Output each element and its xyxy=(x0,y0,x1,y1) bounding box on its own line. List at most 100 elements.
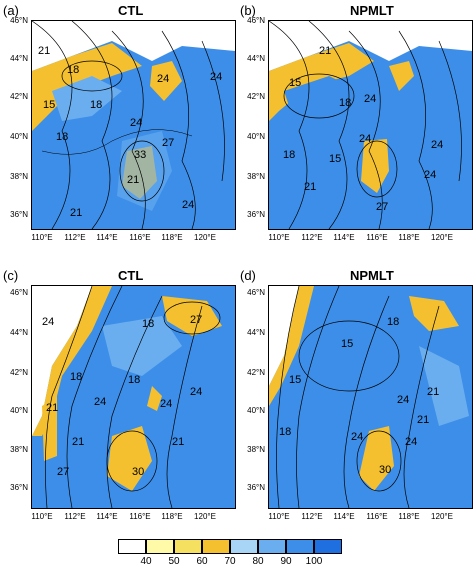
panel-label: (a) xyxy=(3,3,19,18)
contour-label: 30 xyxy=(132,466,145,478)
contour-label: 21 xyxy=(46,402,59,414)
x-tick-label: 118°E xyxy=(398,512,420,521)
contour-label: 21 xyxy=(127,174,140,186)
y-tick-label: 42°N xyxy=(247,92,265,101)
y-tick-label: 38°N xyxy=(10,172,28,181)
x-tick-label: 110°E xyxy=(31,233,53,242)
y-tick-label: 42°N xyxy=(10,368,28,377)
y-tick-label: 46°N xyxy=(247,288,265,297)
y-tick-label: 36°N xyxy=(247,210,265,219)
contour-label: 24 xyxy=(182,199,195,211)
y-tick-label: 40°N xyxy=(10,406,28,415)
y-tick-label: 42°N xyxy=(247,368,265,377)
x-tick-label: 120°E xyxy=(194,512,216,521)
x-tick-label: 116°E xyxy=(129,233,151,242)
colorbar-swatch xyxy=(258,539,286,554)
x-tick-label: 120°E xyxy=(194,233,216,242)
panel-title: CTL xyxy=(118,3,144,18)
colorbar-tick: 70 xyxy=(224,556,236,567)
contour-label: 24 xyxy=(160,398,173,410)
colorbar-swatch xyxy=(314,539,342,554)
x-tick-label: 114°E xyxy=(96,233,118,242)
contour-label: 24 xyxy=(42,316,55,328)
contour-label: 24 xyxy=(359,133,372,145)
colorbar-swatch xyxy=(174,539,202,554)
contour-label: 27 xyxy=(190,314,203,326)
contour-label: 18 xyxy=(339,97,352,109)
contour-label: 24 xyxy=(424,169,437,181)
x-tick-label: 116°E xyxy=(366,233,388,242)
y-tick-label: 44°N xyxy=(10,328,28,337)
contour-label: 21 xyxy=(427,386,440,398)
y-tick-label: 44°N xyxy=(247,54,265,63)
panel-label: (c) xyxy=(3,268,19,283)
colorbar-swatch xyxy=(118,539,146,554)
map-area: 21 18 24 15 18 24 24 33 18 21 24 21 27 xyxy=(31,20,236,230)
y-tick-label: 40°N xyxy=(247,132,265,141)
colorbar-tick: 100 xyxy=(305,556,323,567)
contour-label: 18 xyxy=(128,374,141,386)
contour-label: 18 xyxy=(387,316,400,328)
contour-label: 24 xyxy=(157,73,170,85)
y-tick-label: 46°N xyxy=(10,288,28,297)
contour-label: 30 xyxy=(379,464,392,476)
y-tick-label: 38°N xyxy=(10,445,28,454)
x-tick-label: 118°E xyxy=(398,233,420,242)
contour-label: 18 xyxy=(90,99,103,111)
contour-label: 18 xyxy=(56,131,69,143)
x-tick-label: 110°E xyxy=(268,233,290,242)
contour-label: 15 xyxy=(289,374,302,386)
y-tick-label: 38°N xyxy=(247,172,265,181)
contour-label: 18 xyxy=(142,318,155,330)
contour-label: 24 xyxy=(130,117,143,129)
map-area: 18 15 15 18 24 24 21 24 30 21 xyxy=(268,285,473,509)
contour-label: 15 xyxy=(289,77,302,89)
contour-label: 24 xyxy=(351,431,364,443)
x-tick-label: 112°E xyxy=(64,233,86,242)
y-tick-label: 46°N xyxy=(10,16,28,25)
contour-label: 21 xyxy=(319,45,332,57)
contour-label: 21 xyxy=(70,207,83,219)
contour-label: 21 xyxy=(38,45,51,57)
x-tick-label: 120°E xyxy=(431,512,453,521)
y-tick-label: 46°N xyxy=(247,16,265,25)
x-tick-label: 114°E xyxy=(96,512,118,521)
x-tick-label: 110°E xyxy=(268,512,290,521)
contour-label: 24 xyxy=(397,394,410,406)
contour-label: 21 xyxy=(72,436,85,448)
contour-label: 18 xyxy=(279,426,292,438)
x-tick-label: 116°E xyxy=(129,512,151,521)
colorbar-swatch xyxy=(202,539,230,554)
map-area: 21 15 24 18 24 18 24 27 21 15 24 xyxy=(268,20,473,230)
x-tick-label: 118°E xyxy=(161,512,183,521)
colorbar-swatch xyxy=(230,539,258,554)
x-tick-label: 114°E xyxy=(333,233,355,242)
map-area: 24 18 27 18 21 18 24 24 21 27 24 30 21 xyxy=(31,285,236,509)
colorbar-tick: 40 xyxy=(140,556,152,567)
contour-label: 27 xyxy=(376,201,389,213)
colorbar-tick: 90 xyxy=(280,556,292,567)
contour-label: 15 xyxy=(341,338,354,350)
x-tick-label: 116°E xyxy=(366,512,388,521)
y-tick-label: 36°N xyxy=(10,210,28,219)
colorbar-tick: 80 xyxy=(252,556,264,567)
contour-label: 18 xyxy=(70,371,83,383)
x-tick-label: 114°E xyxy=(333,512,355,521)
y-tick-label: 42°N xyxy=(10,92,28,101)
panel-label: (b) xyxy=(240,3,256,18)
y-tick-label: 44°N xyxy=(10,54,28,63)
x-tick-label: 110°E xyxy=(31,512,53,521)
colorbar-swatch xyxy=(286,539,314,554)
colorbar-swatch xyxy=(146,539,174,554)
contour-label: 21 xyxy=(417,414,430,426)
panel-title: CTL xyxy=(118,268,144,283)
panel-title: NPMLT xyxy=(350,268,394,283)
y-tick-label: 40°N xyxy=(10,132,28,141)
x-tick-label: 112°E xyxy=(301,512,323,521)
contour-label: 21 xyxy=(172,436,185,448)
x-tick-label: 118°E xyxy=(161,233,183,242)
x-tick-label: 112°E xyxy=(64,512,86,521)
panel-title: NPMLT xyxy=(350,3,394,18)
contour-label: 24 xyxy=(190,386,203,398)
x-tick-label: 120°E xyxy=(431,233,453,242)
